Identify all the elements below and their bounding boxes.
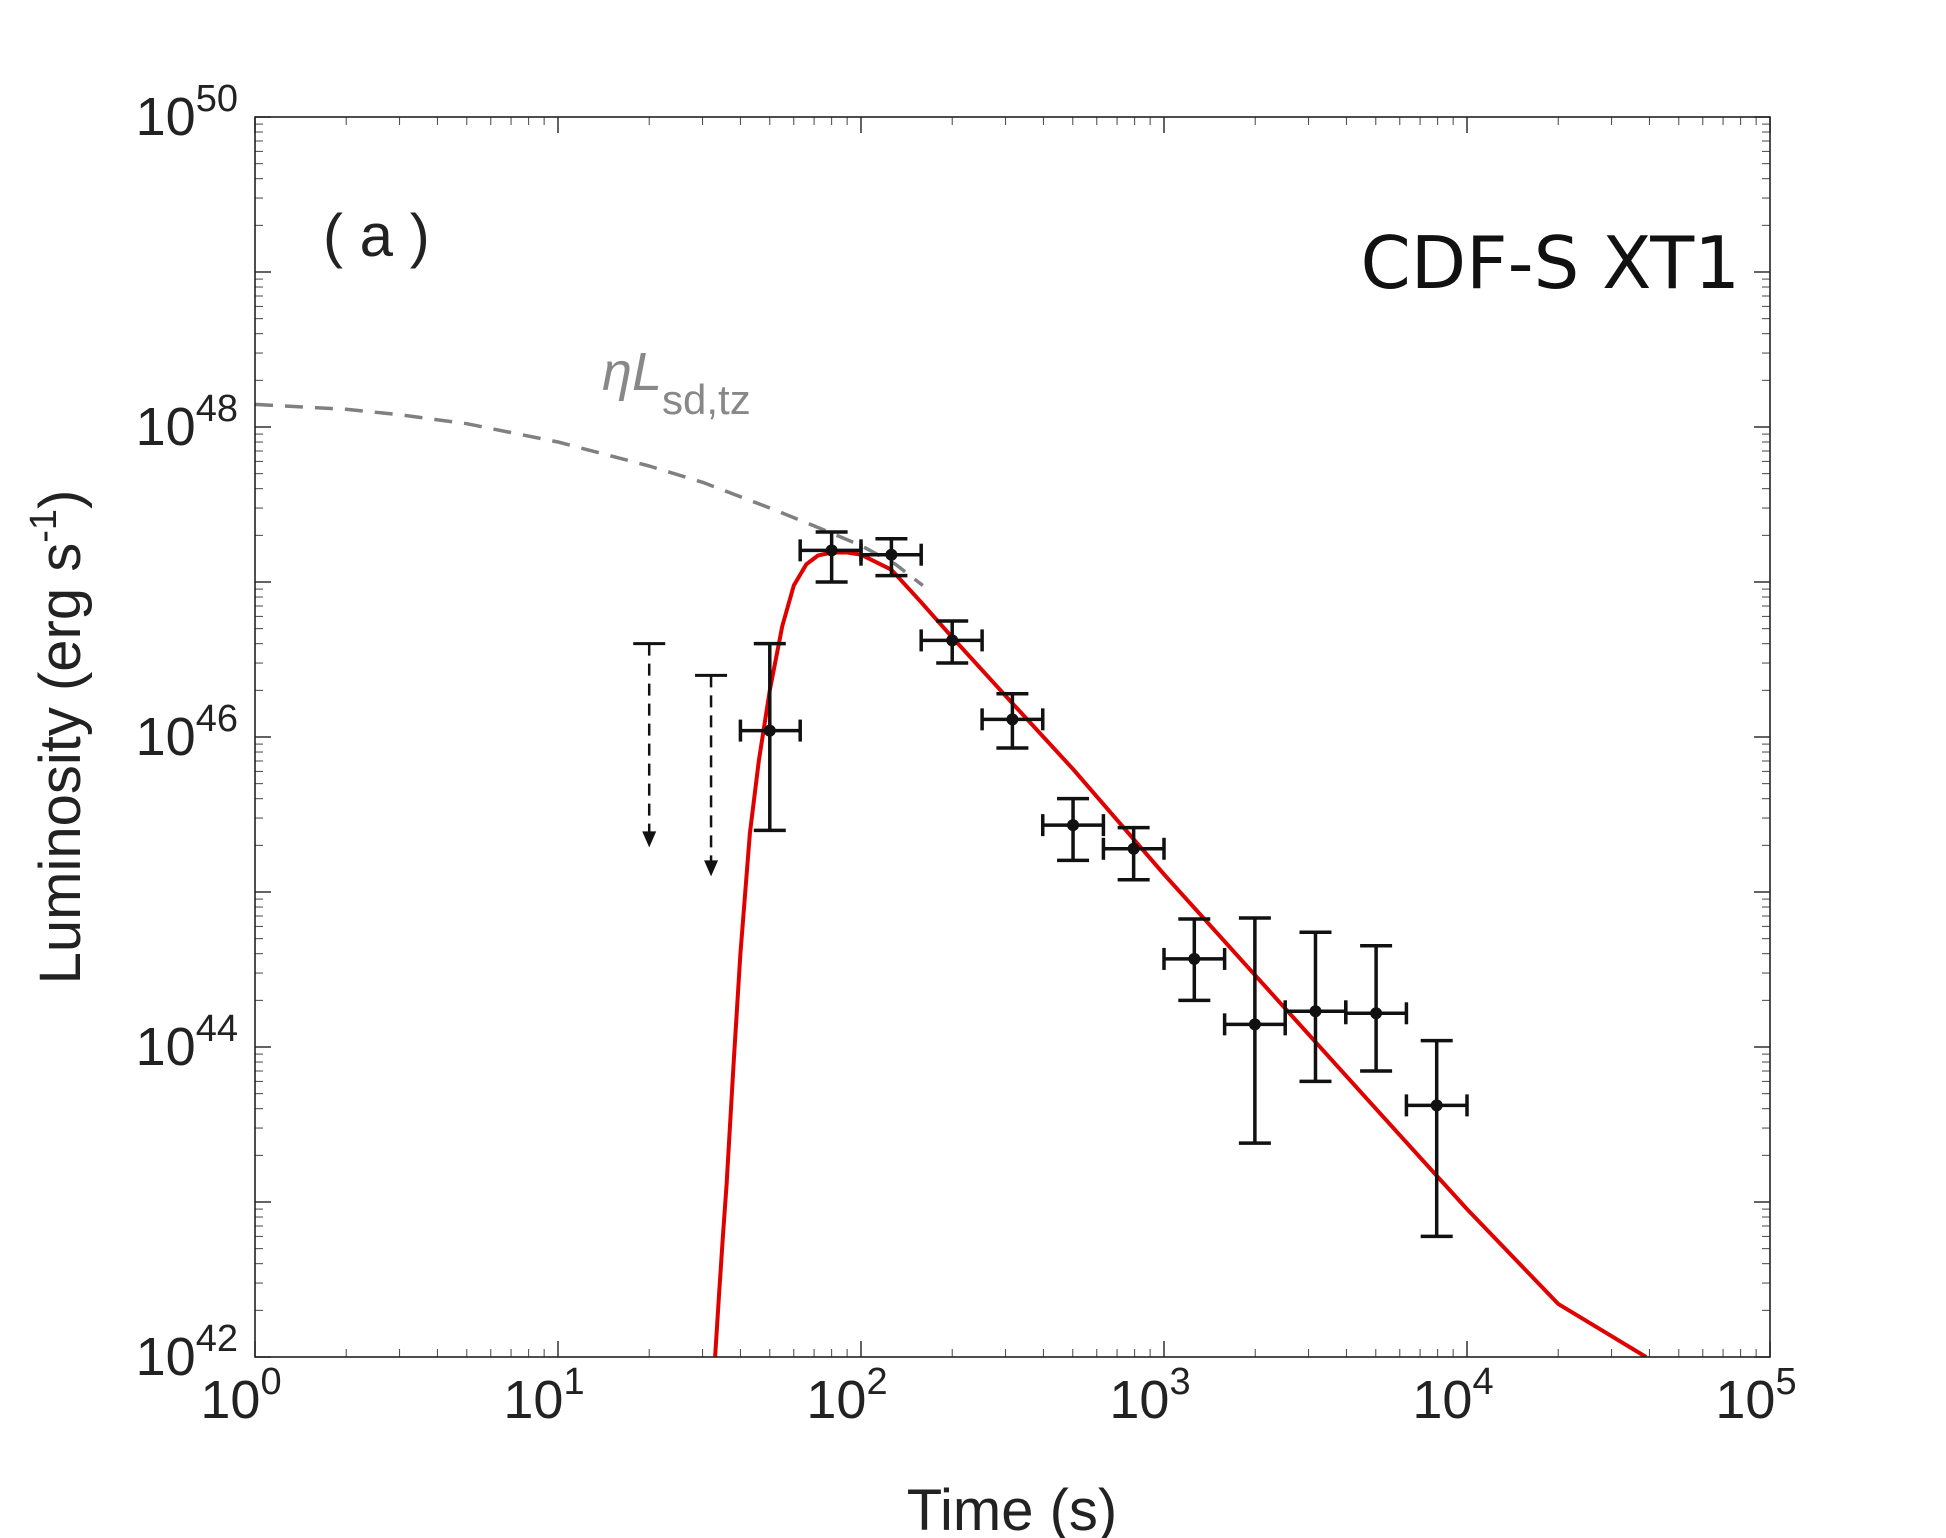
y-axis-title: Luminosity (erg s-1) xyxy=(23,490,93,985)
x-tick-label-base: 10 xyxy=(806,1370,866,1430)
y-tick-label: 1048 xyxy=(136,388,238,457)
y-tick-label: 1050 xyxy=(136,78,238,147)
data-point xyxy=(1222,916,1287,1145)
x-tick-label: 105 xyxy=(1715,1361,1796,1430)
x-tick-label-exp: 4 xyxy=(1472,1361,1493,1403)
data-point xyxy=(1162,917,1227,1003)
data-marker xyxy=(1430,1099,1443,1112)
data-point xyxy=(1283,930,1348,1084)
x-tick-label: 100 xyxy=(200,1361,281,1430)
x-tick-label: 102 xyxy=(806,1361,887,1430)
data-marker xyxy=(885,548,898,561)
plot-frame xyxy=(254,116,1771,1358)
y-tick-label-base: 10 xyxy=(136,87,196,147)
x-tick-label-base: 10 xyxy=(1109,1370,1169,1430)
y-tick-label-exp: 50 xyxy=(196,78,238,120)
x-tick-label-base: 10 xyxy=(200,1370,260,1430)
x-tick-label: 101 xyxy=(503,1361,584,1430)
gray-curve-label-sub: sd,tz xyxy=(662,376,751,423)
x-tick-label-exp: 0 xyxy=(260,1361,281,1403)
series-layer xyxy=(255,402,1648,1357)
data-point xyxy=(919,619,984,665)
y-tick-label-exp: 44 xyxy=(196,1008,238,1050)
x-tick-label-base: 10 xyxy=(1715,1370,1775,1430)
chart-title: CDF-S XT1 xyxy=(1360,221,1740,305)
y-tick-label: 1042 xyxy=(136,1318,238,1387)
x-axis-title: Time (s) xyxy=(907,1478,1117,1538)
y-axis-title-main: Luminosity (erg s xyxy=(28,543,93,985)
data-marker xyxy=(763,724,776,737)
gray-curve-label-main: ηL xyxy=(602,342,662,402)
y-tick-label-base: 10 xyxy=(136,1017,196,1077)
data-point xyxy=(1041,796,1106,863)
x-tick-label-base: 10 xyxy=(1412,1370,1472,1430)
x-tick-label-base: 10 xyxy=(503,1370,563,1430)
y-tick-label: 1044 xyxy=(136,1008,238,1077)
data-marker xyxy=(1309,1005,1322,1018)
data-point xyxy=(738,641,802,833)
data-point xyxy=(1404,1038,1469,1239)
spin-down-curve xyxy=(255,402,924,587)
x-tick-labels: 100 101 102 103 104 105 xyxy=(200,1361,1796,1430)
data-marker xyxy=(1067,819,1080,832)
x-tick-label-exp: 1 xyxy=(563,1361,584,1403)
data-marker xyxy=(1248,1018,1261,1031)
y-tick-label-base: 10 xyxy=(136,707,196,767)
data-point xyxy=(859,537,923,578)
data-marker xyxy=(1006,713,1019,726)
data-point xyxy=(1344,944,1409,1073)
y-tick-label: 1046 xyxy=(136,698,238,767)
y-tick-label-exp: 46 xyxy=(196,698,238,740)
data-marker xyxy=(1127,842,1140,855)
upper-limit xyxy=(695,673,728,877)
data-point xyxy=(980,692,1045,750)
y-tick-label-exp: 42 xyxy=(196,1318,238,1360)
data-marker xyxy=(1370,1007,1383,1020)
data-point xyxy=(1101,825,1166,882)
x-tick-label-exp: 2 xyxy=(866,1361,887,1403)
down-arrow-icon xyxy=(642,831,657,848)
x-tick-label: 104 xyxy=(1412,1361,1493,1430)
panel-label: ( a ) xyxy=(323,202,430,269)
gray-curve-label: ηLsd,tz xyxy=(602,342,751,423)
x-tick-label-exp: 5 xyxy=(1775,1361,1796,1403)
y-axis-title-close: ) xyxy=(28,490,93,509)
minor-ticks xyxy=(255,117,1770,1357)
data-marker xyxy=(825,544,838,557)
y-tick-label-exp: 48 xyxy=(196,388,238,430)
x-tick-label-exp: 3 xyxy=(1169,1361,1190,1403)
y-axis-title-sup: -1 xyxy=(23,509,65,543)
data-marker xyxy=(946,634,959,647)
upper-limit xyxy=(633,642,666,848)
x-tick-label: 103 xyxy=(1109,1361,1190,1430)
down-arrow-icon xyxy=(704,860,719,877)
y-tick-label-base: 10 xyxy=(136,397,196,457)
data-marker xyxy=(1188,952,1201,965)
y-tick-label-base: 10 xyxy=(136,1327,196,1387)
